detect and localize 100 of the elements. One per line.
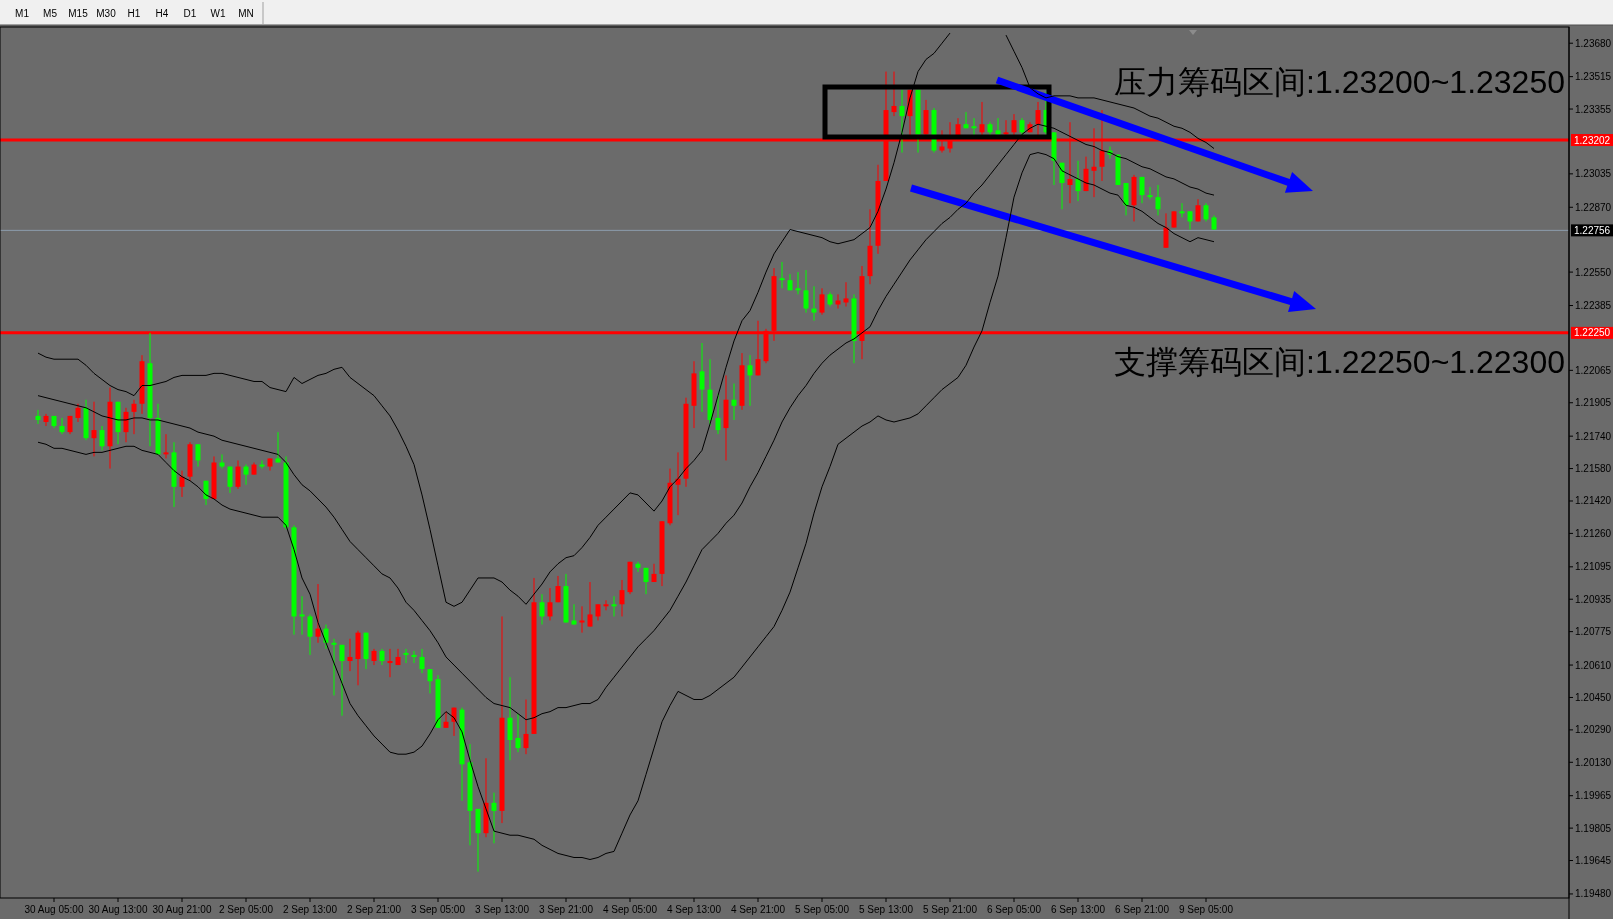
candlestick: [1003, 119, 1009, 137]
y-tick-label: 1.23035: [1575, 168, 1612, 180]
candlestick: [1139, 176, 1145, 204]
candlestick: [299, 595, 305, 636]
candlestick: [195, 443, 201, 468]
candlestick: [675, 451, 681, 516]
candlestick: [611, 595, 617, 617]
candlestick: [971, 117, 977, 137]
candlestick: [963, 111, 969, 129]
y-tick-label: 1.23515: [1575, 71, 1612, 83]
candlestick: [347, 638, 353, 672]
candlestick: [163, 433, 169, 459]
ref-line-label: 1.22250: [1574, 327, 1611, 339]
x-tick-label: 9 Sep 05:00: [1179, 903, 1234, 915]
x-tick-label: 4 Sep 05:00: [603, 903, 658, 915]
candlestick: [515, 713, 521, 753]
candlestick: [715, 393, 721, 435]
candlestick: [843, 281, 849, 308]
candlestick: [75, 403, 81, 423]
candlestick: [443, 711, 449, 729]
candlestick: [387, 648, 393, 678]
candlestick: [747, 354, 753, 407]
candlestick: [619, 579, 625, 617]
y-tick-label: 1.21095: [1575, 561, 1612, 573]
x-tick-label: 2 Sep 21:00: [347, 903, 402, 915]
candlestick: [331, 638, 337, 696]
y-tick-label: 1.21740: [1575, 430, 1612, 442]
candlestick: [819, 287, 825, 316]
x-tick-label: 2 Sep 05:00: [219, 903, 274, 915]
y-tick-label: 1.22870: [1575, 201, 1612, 213]
y-tick-label: 1.22065: [1575, 364, 1612, 376]
candlestick: [835, 293, 841, 310]
annotation: 支撑筹码区间:1.22250~1.22300: [1114, 344, 1565, 380]
y-tick-label: 1.19480: [1575, 888, 1612, 900]
candlestick: [1179, 202, 1185, 218]
ref-line-label: 1.22756: [1574, 224, 1611, 236]
candlestick: [227, 466, 233, 494]
candlestick: [35, 409, 41, 425]
y-tick-label: 1.20130: [1575, 756, 1612, 768]
candlestick: [395, 648, 401, 666]
candlestick: [99, 425, 105, 451]
text: M5: [43, 8, 58, 19]
y-tick-label: 1.22550: [1575, 266, 1612, 278]
x-tick-label: 4 Sep 13:00: [667, 903, 722, 915]
candlestick: [1147, 186, 1153, 200]
y-tick-label: 1.20610: [1575, 659, 1612, 671]
x-tick-label: 6 Sep 21:00: [1115, 903, 1170, 915]
x-tick-label: 5 Sep 05:00: [795, 903, 850, 915]
candlestick: [259, 459, 265, 470]
text: M1: [15, 8, 30, 19]
y-tick-label: 1.20450: [1575, 691, 1612, 703]
x-tick-label: 6 Sep 05:00: [987, 903, 1042, 915]
candlestick: [1155, 184, 1161, 216]
candlestick: [523, 698, 529, 755]
candlestick: [1123, 182, 1129, 216]
candlestick: [91, 401, 97, 457]
candlestick: [779, 261, 785, 289]
candlestick: [643, 567, 649, 595]
candlestick: [131, 399, 137, 435]
candlestick: [635, 561, 641, 573]
x-tick-label: 30 Aug 13:00: [88, 903, 148, 915]
candlestick: [979, 101, 985, 137]
y-tick-label: 1.21580: [1575, 463, 1612, 475]
candlestick: [899, 89, 905, 154]
candlestick: [1203, 202, 1209, 222]
candlestick: [491, 792, 497, 844]
text: MN: [238, 8, 254, 19]
candlestick: [219, 453, 225, 470]
y-tick-label: 1.19965: [1575, 790, 1612, 802]
candlestick: [275, 431, 281, 463]
candlestick: [419, 648, 425, 674]
x-tick-label: 3 Sep 05:00: [411, 903, 466, 915]
y-tick-label: 1.20290: [1575, 724, 1612, 736]
x-tick-label: 3 Sep 13:00: [475, 903, 530, 915]
candlestick: [891, 71, 897, 117]
candlestick: [315, 583, 321, 644]
candlestick: [1163, 212, 1169, 249]
candlestick: [587, 581, 593, 628]
candlestick: [571, 603, 577, 626]
candlestick: [339, 644, 345, 717]
x-tick-label: 4 Sep 21:00: [731, 903, 786, 915]
y-tick-label: 1.21260: [1575, 527, 1612, 539]
candlestick: [43, 413, 49, 427]
x-tick-label: 5 Sep 21:00: [923, 903, 978, 915]
candlestick: [1035, 101, 1041, 137]
candlestick: [235, 459, 241, 490]
candlestick: [1187, 210, 1193, 231]
candlestick: [411, 650, 417, 664]
x-tick-label: 2 Sep 13:00: [283, 903, 338, 915]
y-tick-label: 1.23680: [1575, 37, 1612, 49]
candlestick: [555, 575, 561, 603]
text: M30: [96, 8, 117, 19]
candlestick: [507, 676, 513, 761]
y-tick-label: 1.19645: [1575, 855, 1612, 867]
text: D1: [183, 8, 197, 19]
text: W1: [210, 8, 226, 19]
x-tick-label: 5 Sep 13:00: [859, 903, 914, 915]
candlestick: [699, 342, 705, 413]
x-tick-label: 30 Aug 21:00: [152, 903, 212, 915]
candlestick: [579, 605, 585, 634]
